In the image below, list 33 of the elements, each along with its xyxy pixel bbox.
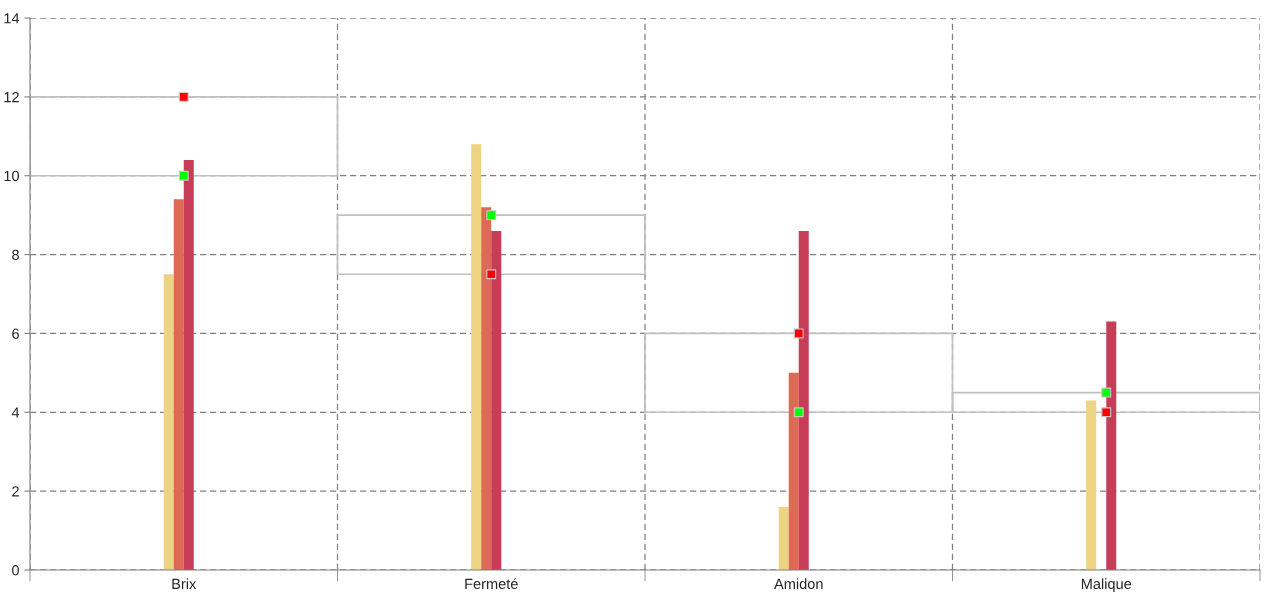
y-tick-label: 2: [12, 486, 19, 497]
point: [793, 328, 804, 339]
point: [178, 91, 189, 102]
point: [793, 407, 804, 418]
bar: [481, 207, 492, 570]
bar: [173, 199, 184, 570]
point: [1101, 387, 1112, 398]
bar: [788, 372, 799, 570]
x-tick-label: Malique: [1081, 578, 1132, 592]
x-tick-label: Brix: [172, 578, 197, 589]
y-tick-label: 14: [4, 13, 20, 24]
bar: [1086, 400, 1097, 570]
bar: [1106, 321, 1117, 570]
y-tick-label: 12: [4, 91, 19, 103]
bar: [183, 159, 194, 570]
y-tick-label: 8: [12, 249, 19, 260]
bar: [163, 274, 174, 570]
bar: [778, 506, 789, 570]
x-tick-label: Amidon: [774, 578, 823, 590]
point: [178, 170, 189, 181]
x-tick-label: Fermeté: [465, 578, 518, 590]
y-tick-label: 4: [11, 407, 20, 418]
bar: [491, 230, 502, 570]
point: [486, 210, 497, 221]
bar: [798, 230, 809, 570]
y-tick-label: 0: [12, 565, 20, 576]
bar: [471, 144, 482, 570]
y-tick-label: 6: [12, 328, 19, 339]
bar: [30, 96, 339, 177]
bar: [336, 214, 646, 276]
point: [1101, 407, 1112, 418]
y-tick-label: 10: [4, 170, 20, 182]
point: [486, 269, 497, 280]
